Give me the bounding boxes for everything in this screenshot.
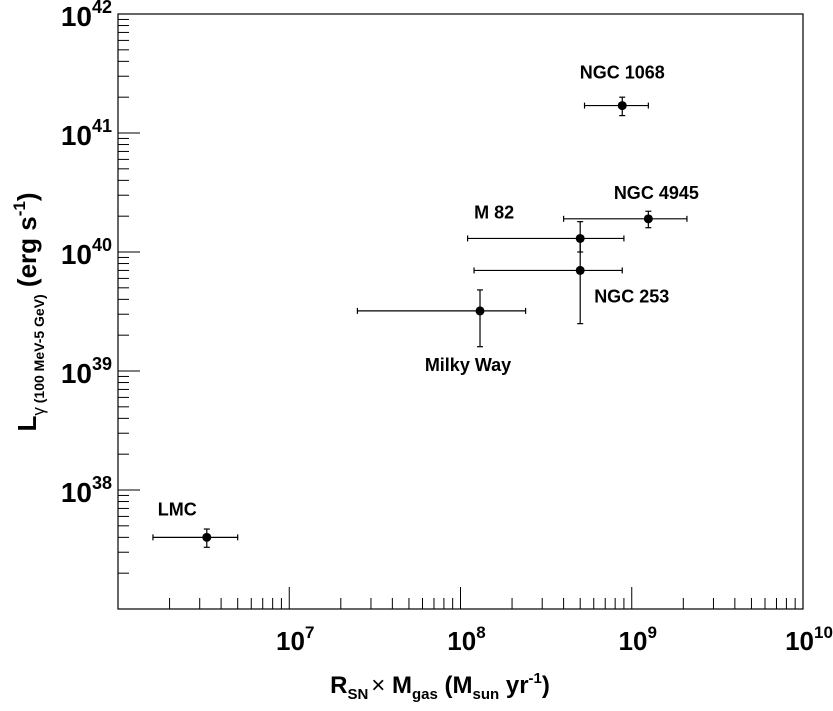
y-axis-ticks [118,13,140,610]
x-label-r: R [330,672,347,699]
plot-frame [117,13,804,610]
data-point [563,210,688,229]
point-label: NGC 4945 [614,183,699,203]
y-tick-base: 10 [61,477,92,508]
y-tick-label: 1039 [61,354,112,389]
data-point [356,289,527,348]
x-tick-label: 107 [276,623,314,656]
x-tick-exponent: 7 [305,623,314,642]
x-label-m: M [385,672,412,699]
x-tick-exponent: 9 [647,623,656,642]
x-tick-base: 10 [785,626,814,656]
y-axis-label: Lγ (100 MeV-5 GeV) (erg s-1) [10,192,48,431]
data-point [583,96,649,117]
point-marker [575,265,585,275]
y-label-sup: -1 [10,201,29,216]
data-points [152,96,688,548]
x-label-r-sub: SN [347,686,368,703]
x-label-times: × [371,672,385,699]
y-tick-base: 10 [61,1,92,32]
y-tick-label: 1038 [61,473,112,508]
data-point [473,237,623,325]
point-label: NGC 1068 [580,63,665,83]
point-label: NGC 253 [594,286,669,306]
y-label-units: (erg s [12,216,42,294]
y-tick-exponent: 42 [92,0,112,17]
point-marker [575,233,585,243]
y-tick-exponent: 41 [92,116,112,136]
x-axis-ticks [169,587,804,609]
point-marker [617,101,627,111]
point-marker [202,532,212,542]
x-tick-base: 10 [619,626,648,656]
point-marker [475,306,485,316]
x-tick-label: 109 [619,623,657,656]
y-tick-label: 1042 [61,0,112,32]
x-axis-tick-labels: 107 108 109 1010 [276,623,833,656]
y-tick-exponent: 39 [92,354,112,374]
y-label-close: ) [12,192,42,201]
x-label-close: ) [542,672,550,699]
point-labels: LMC Milky Way NGC 253 M 82 NGC 4945 NGC 1068 [158,63,699,520]
x-label-yr: yr [499,672,528,699]
y-tick-exponent: 40 [92,235,112,255]
point-label: Milky Way [425,355,511,375]
y-tick-label: 1040 [61,235,112,270]
y-tick-base: 10 [61,120,92,151]
data-point [152,528,239,548]
x-tick-label: 108 [447,623,485,656]
point-label: M 82 [474,202,514,222]
y-tick-base: 10 [61,239,92,270]
x-tick-exponent: 10 [814,623,833,642]
x-tick-base: 10 [447,626,476,656]
point-label: LMC [158,499,197,519]
point-marker [643,214,653,224]
x-axis-label: RSN × Mgas (Msun yr-1) [330,670,550,703]
y-tick-label: 1041 [61,116,112,151]
x-tick-exponent: 8 [476,623,485,642]
x-label-m-sub: gas [412,686,438,703]
y-label-range: (100 MeV-5 GeV) [31,294,47,407]
x-label-units-sub: sun [473,686,500,703]
y-tick-exponent: 38 [92,473,112,493]
y-tick-base: 10 [61,358,92,389]
x-tick-label: 1010 [785,623,833,656]
x-label-yr-sup: -1 [529,670,542,687]
x-tick-base: 10 [276,626,305,656]
x-label-units: (M [438,672,473,699]
y-label-gamma: γ [29,407,48,416]
y-label-l: L [12,416,42,432]
data-point [466,221,625,253]
